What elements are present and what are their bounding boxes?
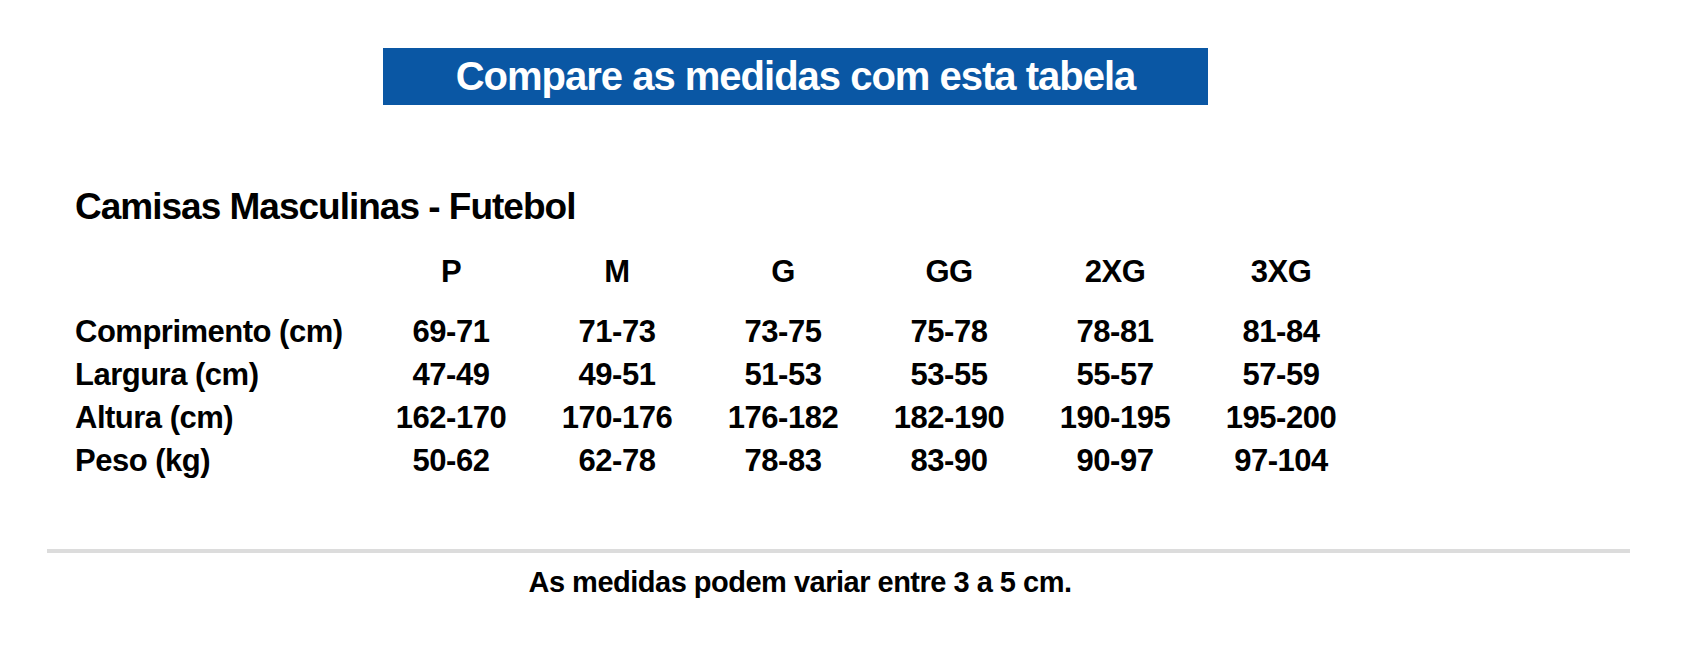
- table-cell: 78-81: [1032, 310, 1198, 353]
- size-column-header-2xg: 2XG: [1032, 246, 1198, 310]
- table-row-comprimento: Comprimento (cm) 69-71 71-73 73-75 75-78…: [75, 310, 1364, 353]
- table-cell: 81-84: [1198, 310, 1364, 353]
- table-cell: 182-190: [866, 396, 1032, 439]
- table-cell: 78-83: [700, 439, 866, 482]
- size-column-header-3xg: 3XG: [1198, 246, 1364, 310]
- table-cell: 51-53: [700, 353, 866, 396]
- size-table: P M G GG 2XG 3XG Comprimento (cm) 69-71 …: [75, 246, 1364, 482]
- table-cell: 50-62: [368, 439, 534, 482]
- table-cell: 75-78: [866, 310, 1032, 353]
- table-cell: 53-55: [866, 353, 1032, 396]
- table-cell: 176-182: [700, 396, 866, 439]
- table-cell: 47-49: [368, 353, 534, 396]
- size-column-header-g: G: [700, 246, 866, 310]
- table-cell: 62-78: [534, 439, 700, 482]
- table-cell: 71-73: [534, 310, 700, 353]
- section-title: Camisas Masculinas - Futebol: [75, 186, 575, 228]
- table-row-largura: Largura (cm) 47-49 49-51 51-53 53-55 55-…: [75, 353, 1364, 396]
- table-row-peso: Peso (kg) 50-62 62-78 78-83 83-90 90-97 …: [75, 439, 1364, 482]
- size-guide-page: Compare as medidas com esta tabela Camis…: [0, 0, 1696, 653]
- size-table-corner-cell: [75, 246, 368, 310]
- size-table-header-row: P M G GG 2XG 3XG: [75, 246, 1364, 310]
- banner: Compare as medidas com esta tabela: [383, 48, 1208, 105]
- table-cell: 195-200: [1198, 396, 1364, 439]
- table-cell: 57-59: [1198, 353, 1364, 396]
- size-column-header-m: M: [534, 246, 700, 310]
- row-label: Altura (cm): [75, 396, 368, 439]
- table-cell: 190-195: [1032, 396, 1198, 439]
- table-cell: 90-97: [1032, 439, 1198, 482]
- table-cell: 49-51: [534, 353, 700, 396]
- table-row-altura: Altura (cm) 162-170 170-176 176-182 182-…: [75, 396, 1364, 439]
- size-column-header-p: P: [368, 246, 534, 310]
- table-cell: 69-71: [368, 310, 534, 353]
- table-cell: 97-104: [1198, 439, 1364, 482]
- divider: [47, 549, 1630, 553]
- footer-note: As medidas podem variar entre 3 a 5 cm.: [0, 566, 1600, 599]
- table-cell: 55-57: [1032, 353, 1198, 396]
- table-cell: 83-90: [866, 439, 1032, 482]
- row-label: Peso (kg): [75, 439, 368, 482]
- table-cell: 73-75: [700, 310, 866, 353]
- row-label: Comprimento (cm): [75, 310, 368, 353]
- table-cell: 170-176: [534, 396, 700, 439]
- table-cell: 162-170: [368, 396, 534, 439]
- size-column-header-gg: GG: [866, 246, 1032, 310]
- row-label: Largura (cm): [75, 353, 368, 396]
- banner-title: Compare as medidas com esta tabela: [456, 54, 1136, 98]
